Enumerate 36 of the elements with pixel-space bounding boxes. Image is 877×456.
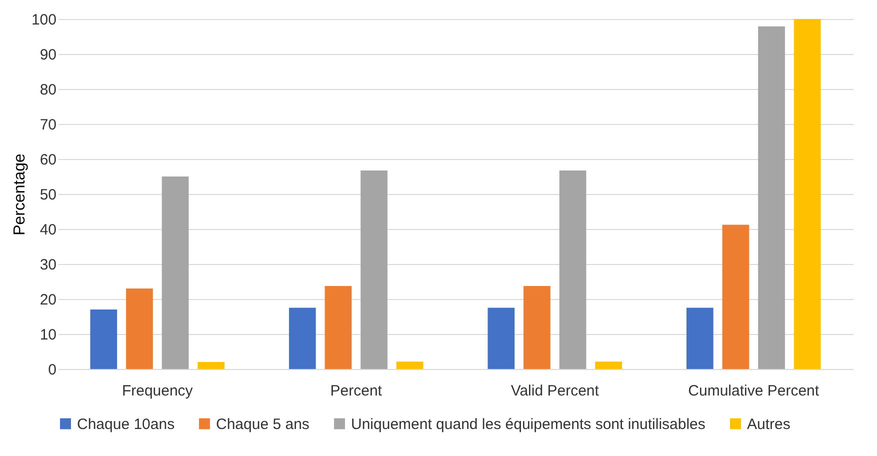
- bar: [794, 19, 821, 369]
- bar: [559, 170, 586, 369]
- bar: [360, 170, 388, 369]
- bar: [488, 308, 515, 369]
- legend-label: Uniquement quand les équipements sont inutilisables: [351, 416, 706, 433]
- y-tick-label: 40: [40, 222, 56, 238]
- bar: [686, 308, 714, 369]
- legend-label: Chaque 5 ans: [216, 416, 310, 433]
- bar: [288, 308, 316, 369]
- y-tick-label: 70: [40, 116, 56, 134]
- bar: [758, 26, 785, 369]
- bar: [722, 224, 750, 369]
- y-tick-label: 80: [40, 82, 56, 98]
- x-tick-label: Cumulative Percent: [688, 382, 820, 400]
- bar: [162, 176, 189, 369]
- bar: [198, 362, 225, 369]
- y-axis-title: Percentage: [11, 153, 28, 236]
- bar: [524, 286, 550, 369]
- y-tick-label: 10: [40, 326, 56, 344]
- legend-label: Chaque 10ans: [77, 416, 175, 433]
- y-tick-label: 20: [40, 292, 56, 308]
- bar: [324, 286, 352, 369]
- bar: [126, 288, 153, 369]
- y-tick-label: 50: [40, 186, 56, 204]
- x-tick-label: Frequency: [122, 382, 194, 400]
- bar: [595, 362, 622, 369]
- bar: [396, 362, 424, 369]
- x-tick-label: Percent: [330, 382, 383, 400]
- bar: [90, 310, 118, 369]
- y-tick-label: 60: [40, 152, 56, 168]
- y-tick-label: 0: [48, 362, 56, 378]
- y-tick-label: 100: [31, 12, 56, 28]
- y-tick-label: 90: [40, 46, 56, 64]
- y-tick-label: 30: [40, 256, 56, 274]
- legend-label: Autres: [747, 416, 790, 433]
- x-tick-label: Valid Percent: [510, 382, 600, 400]
